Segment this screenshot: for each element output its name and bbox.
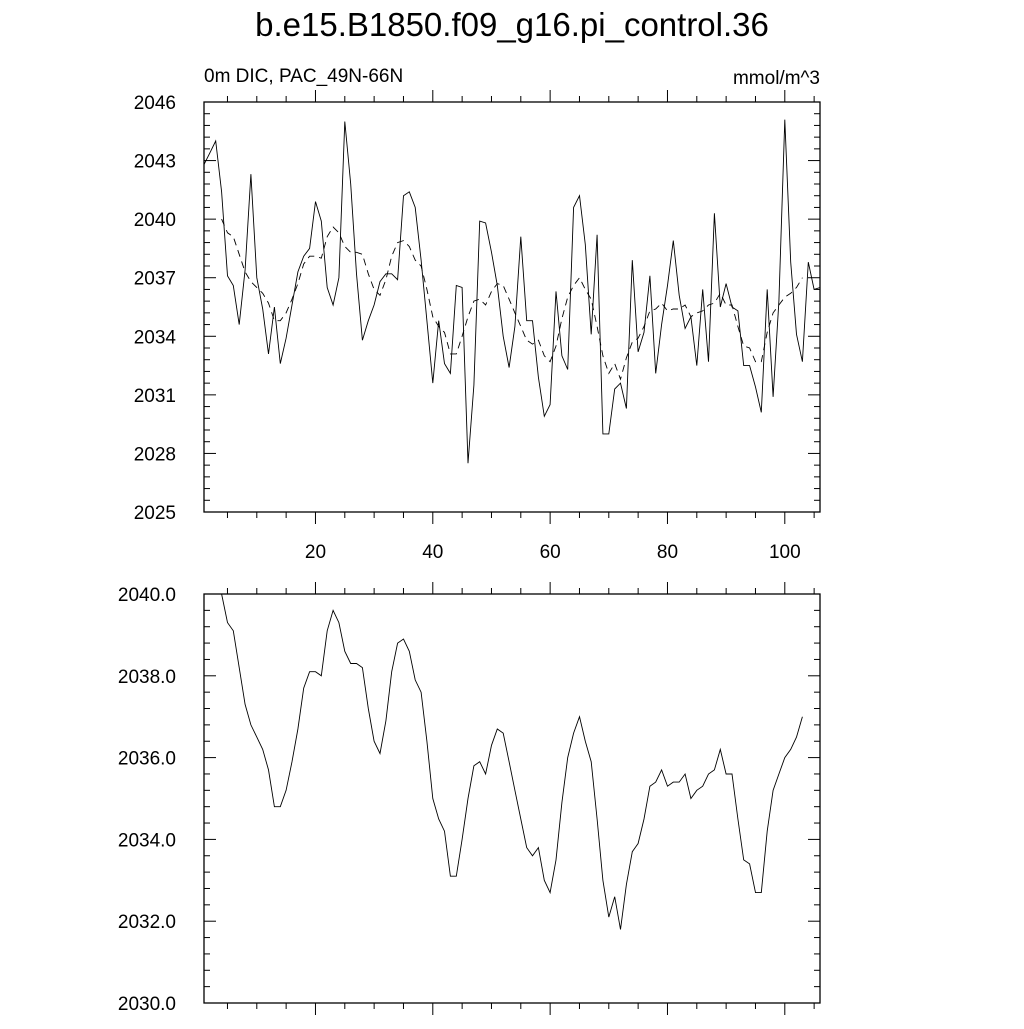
y-tick-label: 2046 [134,93,176,114]
y-tick-label: 2025 [134,503,176,524]
plot-frame [203,101,821,513]
dashed-series-line [221,218,803,381]
solid-series-line [203,119,821,464]
y-tick-label: 2040.0 [118,585,176,606]
y-tick-label: 2028 [134,444,176,465]
solid-series-line [221,593,803,930]
x-tick-label: 20 [305,542,326,563]
y-tick-label: 2034 [134,327,177,348]
plot-frame [203,593,821,1004]
y-tick-label: 2036.0 [118,749,176,770]
x-tick-label: 100 [769,542,801,563]
y-tick-label: 2040 [134,210,176,231]
y-tick-label: 2032.0 [118,912,176,933]
x-tick-label: 80 [657,542,678,563]
x-tick-label: 40 [422,542,443,563]
y-tick-label: 2038.0 [118,667,176,688]
top-panel-left-label: 0m DIC, PAC_49N-66N [204,66,404,87]
x-tick-label: 60 [540,542,561,563]
panel-2: 2030.0 2032.0 2034.0 2036.0 2038.0 2040.0 [118,582,821,1015]
y-tick-label: 2034.0 [118,830,176,851]
y-tick-label: 2031 [134,386,176,407]
y-tick-label: 2043 [134,152,176,173]
y-tick-label: 2037 [134,269,176,290]
y-tick-label: 2030.0 [118,994,176,1015]
top-panel-units-label: mmol/m^3 [732,68,820,89]
figure-title: b.e15.B1850.f09_g16.pi_control.36 [255,6,769,43]
